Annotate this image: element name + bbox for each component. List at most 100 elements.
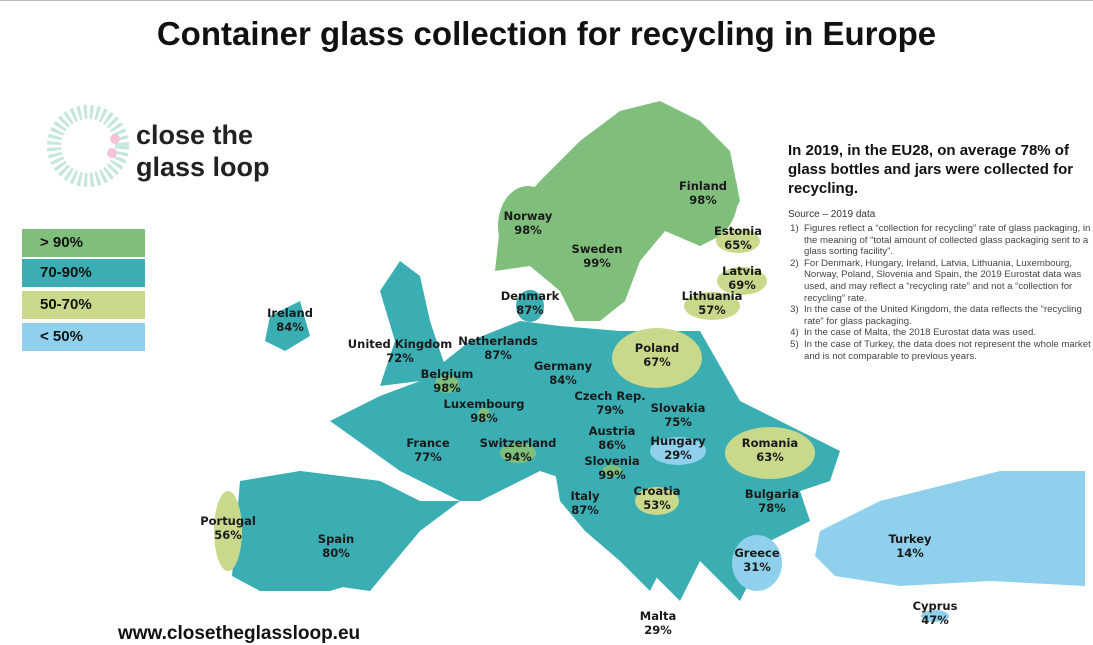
country-shape (653, 409, 703, 427)
logo-line: close the (136, 120, 254, 150)
country-name: Austria (589, 424, 636, 438)
country-name: Norway (504, 209, 553, 223)
country-shape (498, 186, 558, 266)
note: In the case of Malta, the 2018 Eurostat … (804, 327, 1093, 339)
country-value: 94% (504, 450, 532, 464)
country-name: Hungary (650, 434, 706, 448)
country-value: 63% (756, 450, 784, 464)
note: Figures reflect a “collection for recycl… (804, 223, 1093, 258)
country-name: Portugal (200, 514, 256, 528)
notes: Figures reflect a “collection for recycl… (788, 223, 1093, 362)
country-value: 87% (516, 303, 544, 317)
country-shape (612, 328, 702, 388)
country-name: United Kingdom (348, 337, 452, 351)
logo-icon (47, 105, 129, 187)
country-value: 72% (386, 351, 414, 365)
country-shape (525, 336, 601, 416)
country-name: Lithuania (682, 289, 743, 303)
country-shape (569, 209, 625, 309)
country-shape (580, 394, 640, 418)
legend-item: < 50% (22, 323, 145, 351)
country-value: 75% (664, 415, 692, 429)
country-value: 47% (921, 613, 949, 627)
country-name: Romania (742, 436, 798, 450)
country-name: Czech Rep. (574, 389, 645, 403)
country-shape (716, 229, 760, 253)
country-shape (486, 341, 510, 361)
country-name: Belgium (421, 367, 474, 381)
country-name: Estonia (714, 224, 762, 238)
country-value: 99% (598, 468, 626, 482)
country-name: Malta (640, 609, 676, 623)
country-name: Turkey (888, 532, 932, 546)
country-name: Italy (571, 489, 600, 503)
country-value: 98% (689, 193, 717, 207)
country-value: 29% (664, 448, 692, 462)
country-value: 65% (724, 238, 752, 252)
country-shape (732, 535, 782, 591)
logo-text: close the glass loop (136, 119, 270, 183)
country-name: Slovakia (651, 401, 706, 415)
country-name: France (406, 436, 450, 450)
logo-line: glass loop (136, 152, 270, 182)
country-value: 57% (698, 303, 726, 317)
country-value: 53% (643, 498, 671, 512)
country-value: 98% (514, 223, 542, 237)
source: Source – 2019 data (788, 209, 876, 220)
country-shape (635, 487, 679, 515)
country-shape (921, 610, 949, 622)
country-shape (214, 491, 242, 571)
note: In the case of the United Kingdom, the d… (804, 304, 1093, 327)
country-shape (602, 465, 622, 477)
legend-item: > 90% (22, 229, 145, 257)
country-name: Latvia (722, 264, 762, 278)
country-value: 84% (276, 320, 304, 334)
country-name: Cyprus (913, 599, 958, 613)
country-value: 87% (571, 503, 599, 517)
country-value: 84% (549, 373, 577, 387)
country-name: Spain (318, 532, 354, 546)
country-name: Netherlands (458, 334, 538, 348)
country-value: 77% (414, 450, 442, 464)
country-value: 14% (896, 546, 924, 560)
title: Container glass collection for recycling… (156, 15, 937, 52)
country-value: 80% (322, 546, 350, 560)
country-shape (650, 437, 706, 465)
country-value: 79% (596, 403, 624, 417)
country-shape (742, 488, 802, 520)
land-base (47, 101, 1085, 601)
country-name: Bulgaria (745, 487, 799, 501)
country-shape (478, 408, 490, 420)
country-shape (516, 290, 544, 322)
country-name: Poland (635, 341, 679, 355)
country-name: Denmark (501, 289, 560, 303)
country-name: Finland (679, 179, 727, 193)
country-name: Luxembourg (444, 397, 525, 411)
country-shape (500, 443, 536, 463)
country-value: 69% (728, 278, 756, 292)
country-value: 67% (643, 355, 671, 369)
country-name: Ireland (267, 306, 313, 320)
country-value: 99% (583, 256, 611, 270)
country-name: Switzerland (480, 436, 557, 450)
country-name: Croatia (634, 484, 681, 498)
note: In the case of Turkey, the data does not… (804, 339, 1093, 362)
country-shape (684, 292, 740, 320)
website: www.closetheglassloop.eu (118, 623, 361, 644)
country-value: 86% (598, 438, 626, 452)
country-shape (435, 375, 459, 393)
country-value: 56% (214, 528, 242, 542)
legend-item: 70-90% (22, 259, 145, 287)
country-shape (668, 151, 738, 241)
country-name: Sweden (572, 242, 623, 256)
country-value: 29% (644, 623, 672, 637)
note: For Denmark, Hungary, Ireland, Latvia, L… (804, 258, 1093, 304)
country-shape (584, 432, 640, 450)
country-name: Greece (734, 546, 780, 560)
country-shape (717, 267, 767, 295)
country-name: Slovenia (584, 454, 639, 468)
country-value: 78% (758, 501, 786, 515)
countries (214, 151, 949, 622)
